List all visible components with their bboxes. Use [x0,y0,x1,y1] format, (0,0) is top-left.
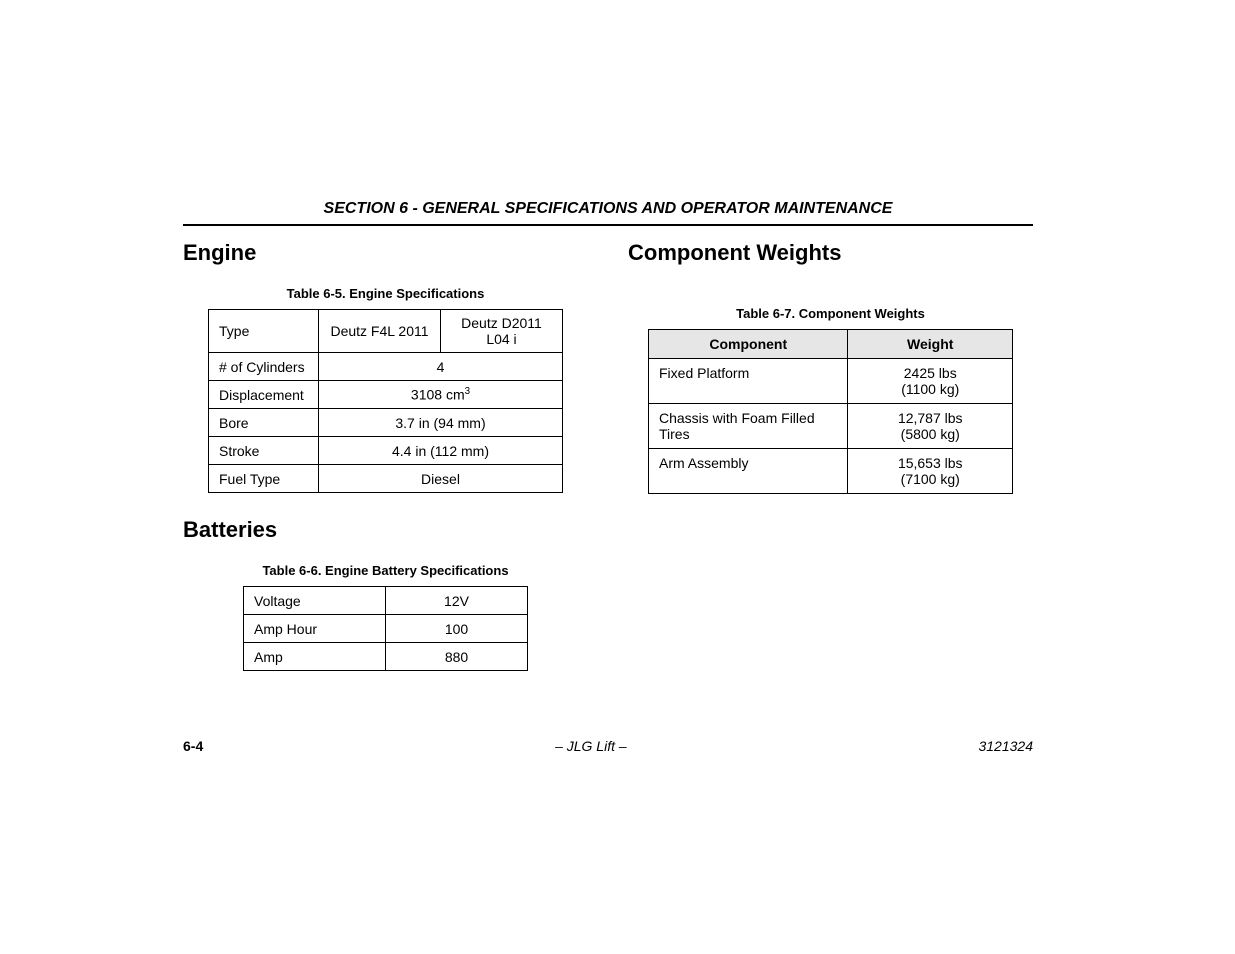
table-row: Displacement3108 cm3 [209,381,563,409]
weights-header-component: Component [649,330,848,359]
table-row: # of Cylinders4 [209,353,563,381]
engine-spec-value: 3108 cm3 [319,381,563,409]
battery-spec-label: Amp Hour [244,615,386,643]
engine-heading: Engine [183,240,588,266]
engine-spec-value: Deutz D2011 L04 i [441,310,563,353]
weight-primary: 12,787 lbs [858,410,1002,426]
weights-heading: Component Weights [628,240,1033,266]
table-row: Stroke4.4 in (112 mm) [209,437,563,465]
engine-spec-label: Fuel Type [209,465,319,493]
engine-specifications-table: TypeDeutz F4L 2011Deutz D2011 L04 i# of … [208,309,563,493]
component-weight: 12,787 lbs(5800 kg) [848,404,1013,449]
table-row: Bore3.7 in (94 mm) [209,409,563,437]
footer-page-number: 6-4 [183,738,203,754]
weight-primary: 15,653 lbs [858,455,1002,471]
engine-spec-value: 3.7 in (94 mm) [319,409,563,437]
table-row: Amp Hour100 [244,615,528,643]
battery-table-body: Voltage12VAmp Hour100Amp880 [244,587,528,671]
right-column: Component Weights Table 6-7. Component W… [628,240,1033,671]
weight-secondary: (1100 kg) [858,381,1002,397]
table-row: Amp880 [244,643,528,671]
engine-spec-label: Displacement [209,381,319,409]
weights-table-caption: Table 6-7. Component Weights [628,306,1033,321]
page-content: SECTION 6 - GENERAL SPECIFICATIONS AND O… [183,200,1033,671]
left-column: Engine Table 6-5. Engine Specifications … [183,240,588,671]
battery-spec-label: Voltage [244,587,386,615]
engine-spec-label: Bore [209,409,319,437]
spacer [628,286,1033,306]
engine-spec-label: Type [209,310,319,353]
batteries-heading: Batteries [183,517,588,543]
table-row: Fuel TypeDiesel [209,465,563,493]
table-row: Arm Assembly15,653 lbs(7100 kg) [649,449,1013,494]
table-row: TypeDeutz F4L 2011Deutz D2011 L04 i [209,310,563,353]
component-name: Arm Assembly [649,449,848,494]
table-row: Fixed Platform2425 lbs(1100 kg) [649,359,1013,404]
table-row: Chassis with Foam Filled Tires12,787 lbs… [649,404,1013,449]
table-row: Voltage12V [244,587,528,615]
battery-spec-label: Amp [244,643,386,671]
engine-table-caption: Table 6-5. Engine Specifications [183,286,588,301]
footer-document-number: 3121324 [978,738,1033,754]
weights-table-head: Component Weight [649,330,1013,359]
engine-spec-value: 4.4 in (112 mm) [319,437,563,465]
component-weight: 15,653 lbs(7100 kg) [848,449,1013,494]
battery-spec-value: 12V [386,587,528,615]
engine-table-body: TypeDeutz F4L 2011Deutz D2011 L04 i# of … [209,310,563,493]
engine-spec-value: Diesel [319,465,563,493]
section-title: SECTION 6 - GENERAL SPECIFICATIONS AND O… [183,200,1033,218]
weight-primary: 2425 lbs [858,365,1002,381]
section-divider [183,224,1033,226]
component-weight: 2425 lbs(1100 kg) [848,359,1013,404]
battery-specifications-table: Voltage12VAmp Hour100Amp880 [243,586,528,671]
footer-center-text: – JLG Lift – [555,738,627,754]
weight-secondary: (5800 kg) [858,426,1002,442]
battery-spec-value: 100 [386,615,528,643]
engine-spec-value: 4 [319,353,563,381]
engine-spec-label: Stroke [209,437,319,465]
weights-table-body: Fixed Platform2425 lbs(1100 kg)Chassis w… [649,359,1013,494]
page-footer: 6-4 – JLG Lift – 3121324 [183,738,1033,754]
engine-spec-value: Deutz F4L 2011 [319,310,441,353]
columns-container: Engine Table 6-5. Engine Specifications … [183,240,1033,671]
component-name: Fixed Platform [649,359,848,404]
weights-header-weight: Weight [848,330,1013,359]
superscript: 3 [465,386,470,397]
component-name: Chassis with Foam Filled Tires [649,404,848,449]
weights-header-row: Component Weight [649,330,1013,359]
battery-table-caption: Table 6-6. Engine Battery Specifications [183,563,588,578]
component-weights-table: Component Weight Fixed Platform2425 lbs(… [648,329,1013,494]
battery-spec-value: 880 [386,643,528,671]
weight-secondary: (7100 kg) [858,471,1002,487]
engine-spec-label: # of Cylinders [209,353,319,381]
